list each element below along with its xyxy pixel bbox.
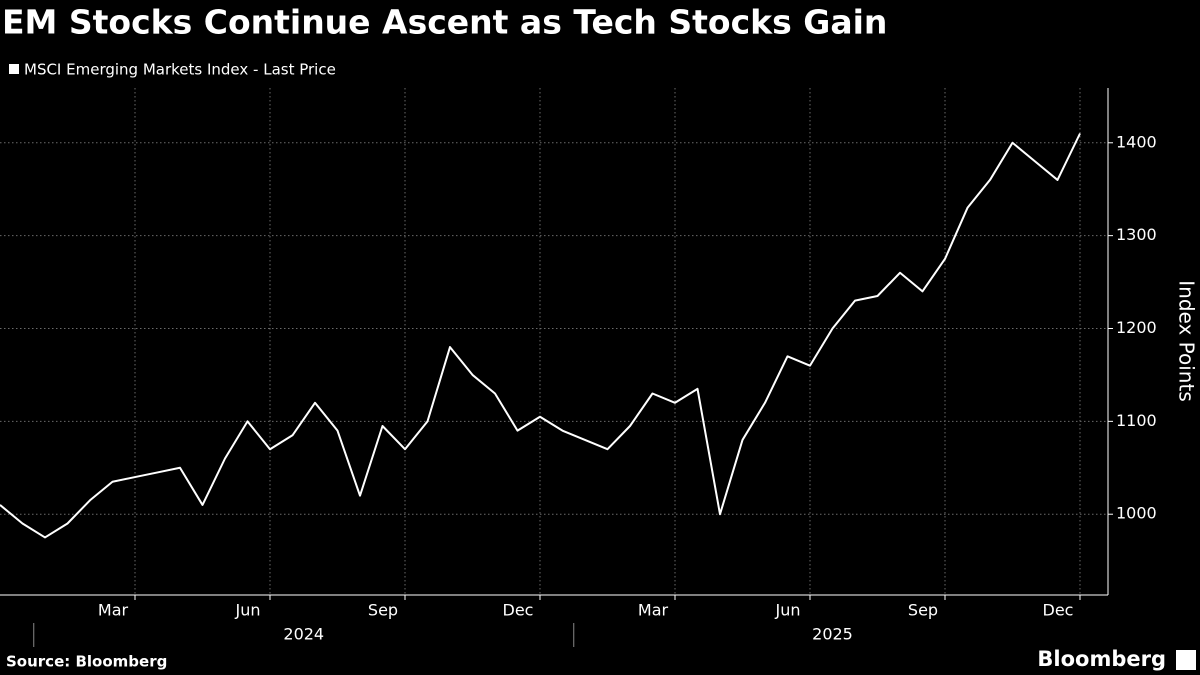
y-tick-label: 1000 (1116, 504, 1157, 523)
y-tick-label: 1300 (1116, 225, 1157, 244)
y-axis-title: Index Points (1175, 280, 1199, 402)
brand-icon (1176, 650, 1196, 670)
x-tick-label: Mar (98, 601, 129, 620)
x-tick-label: Jun (775, 601, 801, 620)
x-tick-label: Sep (908, 601, 938, 620)
source: Source: Bloomberg (6, 653, 167, 671)
y-tick-label: 1200 (1116, 318, 1157, 337)
chart-title: EM Stocks Continue Ascent as Tech Stocks… (2, 3, 887, 42)
x-tick-label: Mar (638, 601, 669, 620)
year-label: 2024 (283, 625, 324, 644)
brand: Bloomberg (1037, 647, 1166, 671)
x-tick-label: Sep (368, 601, 398, 620)
x-tick-label: Dec (503, 601, 534, 620)
y-tick-label: 1100 (1116, 411, 1157, 430)
line-series (0, 133, 1081, 539)
legend-label: MSCI Emerging Markets Index - Last Price (24, 61, 336, 79)
x-tick-label: Dec (1043, 601, 1074, 620)
legend-swatch (9, 64, 19, 74)
x-tick-label: Jun (235, 601, 261, 620)
year-label: 2025 (812, 625, 853, 644)
y-tick-label: 1400 (1116, 132, 1157, 151)
